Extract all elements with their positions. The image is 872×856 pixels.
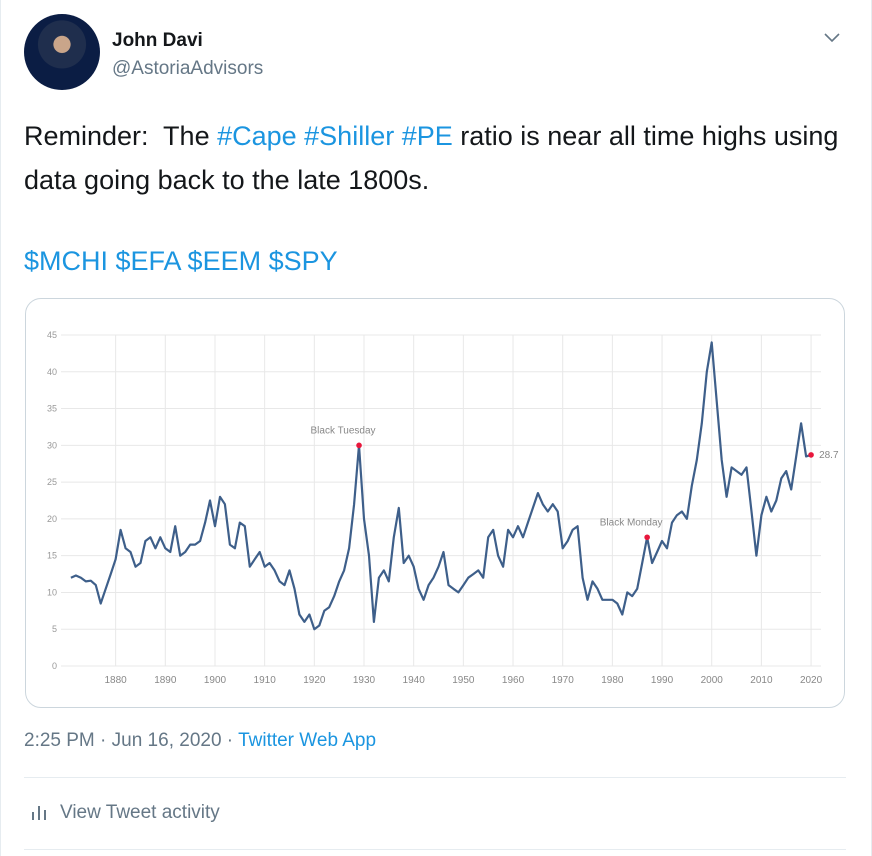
y-tick-label: 25	[47, 477, 57, 487]
y-tick-label: 40	[47, 367, 57, 377]
y-tick-label: 0	[52, 661, 57, 671]
y-tick-label: 35	[47, 404, 57, 414]
avatar[interactable]	[24, 14, 100, 90]
chart: 0 5 10 15 20 25 30 35 40 45 1880 1890 1900 1910 1920 19…	[47, 330, 839, 686]
tweet-meta: 2:25 PM · Jun 16, 2020 · Twitter Web App	[24, 730, 376, 752]
menu-chevron[interactable]	[822, 30, 842, 46]
annotation-label: 28.7	[819, 450, 839, 461]
x-tick-label: 1960	[502, 675, 525, 686]
x-tick-label: 2010	[750, 675, 773, 686]
user-name[interactable]: John Davi	[112, 30, 203, 51]
text: Reminder: The	[24, 121, 218, 151]
annotation-dot	[644, 534, 650, 541]
y-tick-label: 45	[47, 330, 57, 340]
x-tick-label: 1990	[651, 675, 674, 686]
x-tick-label: 1930	[353, 675, 376, 686]
activity-icon[interactable]	[30, 803, 48, 821]
x-tick-label: 1910	[254, 675, 277, 686]
divider	[24, 777, 846, 778]
cape-line	[70, 341, 812, 631]
text: ratio is near all time highs using data …	[24, 121, 846, 195]
y-tick-label: 20	[47, 514, 57, 524]
separator: ·	[226, 730, 234, 751]
timestamp[interactable]: 2:25 PM · Jun 16, 2020	[24, 730, 222, 751]
hashtags[interactable]: #Cape #Shiller #PE	[217, 121, 453, 151]
divider	[24, 849, 846, 850]
annotation-label: Black Monday	[600, 517, 663, 528]
annotation-label: Black Tuesday	[311, 425, 376, 436]
annotation-dot	[356, 442, 362, 449]
cashtags[interactable]: $MCHI $EFA $EEM $SPY	[24, 246, 338, 276]
y-tick-label: 10	[47, 587, 57, 597]
y-tick-label: 5	[52, 624, 57, 634]
x-tick-label: 2020	[800, 675, 823, 686]
x-tick-label: 2000	[701, 675, 724, 686]
x-tick-label: 1980	[601, 675, 624, 686]
x-tick-label: 1890	[154, 675, 177, 686]
x-tick-label: 1950	[452, 675, 475, 686]
user-handle[interactable]: @AstoriaAdvisors	[112, 58, 264, 79]
x-tick-label: 1940	[403, 675, 426, 686]
tweet-activity[interactable]: View Tweet activity	[60, 802, 220, 823]
x-tick-label: 1880	[105, 675, 128, 686]
y-tick-label: 15	[47, 551, 57, 561]
annotation-dot	[808, 452, 814, 458]
y-tick-label: 30	[47, 440, 57, 450]
tweet-text: Reminder: The #Cape #Shiller #PE ratio i…	[24, 114, 844, 202]
x-tick-label: 1970	[552, 675, 575, 686]
source[interactable]: Twitter Web App	[238, 730, 377, 751]
chart-card[interactable]: 0 5 10 15 20 25 30 35 40 45 1880 1890 1900 1910 1920 19…	[25, 298, 845, 708]
x-tick-label: 1900	[204, 675, 227, 686]
x-tick-label: 1920	[303, 675, 326, 686]
